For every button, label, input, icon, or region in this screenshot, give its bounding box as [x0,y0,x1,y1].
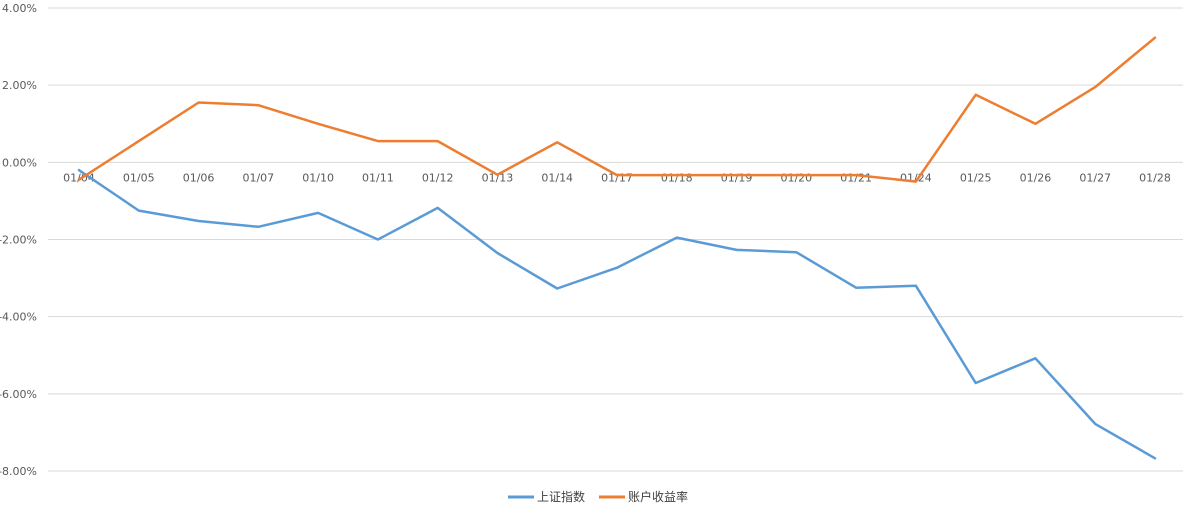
x-tick-label: 01/18 [661,171,693,184]
x-tick-label: 01/17 [601,171,633,184]
x-tick-label: 01/26 [1020,171,1052,184]
x-tick-label: 01/21 [840,171,872,184]
x-tick-label: 01/05 [123,171,155,184]
series-line [77,168,1157,460]
x-tick-label: 01/28 [1139,171,1171,184]
series-line [77,36,1157,183]
y-tick-label: -6.00% [0,388,37,401]
series-lines [77,36,1157,460]
y-tick-label: 2.00% [2,79,37,92]
x-tick-label: 01/06 [183,171,215,184]
y-tick-label: -8.00% [0,465,37,478]
x-tick-label: 01/13 [482,171,514,184]
x-tick-label: 01/19 [721,171,753,184]
x-tick-label: 01/14 [541,171,573,184]
x-tick-label: 01/12 [422,171,454,184]
legend-label: 账户收益率 [628,489,688,504]
x-tick-label: 01/25 [960,171,992,184]
x-tick-label: 01/11 [362,171,394,184]
x-tick-label: 01/20 [780,171,812,184]
legend-label: 上证指数 [537,489,585,504]
y-tick-label: -4.00% [0,311,37,324]
x-tick-label: 01/27 [1079,171,1111,184]
y-tick-label: 4.00% [2,2,37,15]
y-axis-ticks: 4.00% 2.00% 0.00% -2.00% -4.00% -6.00% -8.00% [0,2,37,478]
y-tick-label: 0.00% [2,156,37,169]
legend: 上证指数 账户收益率 [508,489,688,504]
x-tick-label: 01/10 [302,171,334,184]
x-tick-label: 01/07 [242,171,274,184]
gridlines [48,7,1183,472]
x-axis-ticks: 01/04 01/05 01/06 01/07 01/10 01/11 01/12 01/13… [63,171,1171,184]
y-tick-label: -2.00% [0,234,37,247]
